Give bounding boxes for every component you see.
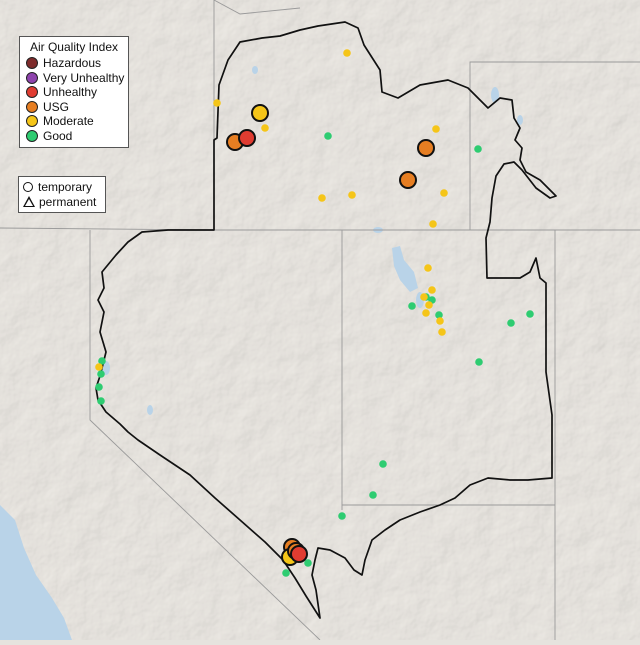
monitor-marker[interactable] — [475, 358, 483, 366]
moderate-swatch — [26, 115, 38, 128]
legend-item-label: Good — [43, 128, 73, 143]
lakes — [102, 66, 523, 415]
legend-item-permanent: permanent — [23, 195, 101, 210]
legend-item-label: USG — [43, 99, 70, 114]
hazardous-swatch — [26, 57, 38, 70]
border-wy — [469, 61, 640, 230]
region-outline — [95, 21, 557, 619]
markers-good — [95, 132, 534, 577]
usg-swatch — [26, 100, 38, 113]
monitor-marker[interactable] — [507, 319, 515, 327]
jackson-lake — [517, 115, 523, 125]
legend-item-unhealthy: Unhealthy — [26, 85, 122, 100]
monitor-marker[interactable] — [526, 310, 534, 318]
monitor-marker[interactable] — [282, 569, 290, 577]
monitor-marker-usg[interactable] — [417, 139, 435, 157]
monitor-marker[interactable] — [369, 491, 377, 499]
monitor-marker[interactable] — [318, 194, 326, 202]
lake-small-3 — [147, 405, 153, 415]
tahoe-lake — [102, 361, 110, 375]
lake-small-1 — [252, 66, 258, 74]
monitor-marker[interactable] — [348, 191, 356, 199]
monitor-marker[interactable] — [436, 317, 444, 325]
legend-item-very-unhealthy: Very Unhealthy — [26, 70, 125, 86]
legend-item-label: Hazardous — [43, 56, 102, 71]
monitor-marker[interactable] — [261, 124, 269, 132]
aqi-markers — [95, 49, 534, 577]
aqi-legend: Air Quality Index Hazardous Very Unhealt… — [19, 36, 129, 148]
border-ca-nv — [89, 230, 321, 641]
monitor-marker[interactable] — [425, 301, 433, 309]
monitor-marker[interactable] — [440, 189, 448, 197]
unhealthy-swatch — [26, 86, 38, 99]
monitor-marker[interactable] — [420, 293, 428, 301]
legend-item-label: Moderate — [43, 114, 94, 129]
monitor-marker-unhealthy[interactable] — [238, 129, 256, 147]
monitor-marker[interactable] — [338, 512, 346, 520]
monitor-marker[interactable] — [428, 286, 436, 294]
monitor-marker-moderate-large[interactable] — [251, 104, 269, 122]
monitor-marker[interactable] — [422, 309, 430, 317]
monitor-marker[interactable] — [432, 125, 440, 133]
monitor-marker[interactable] — [435, 311, 443, 319]
circle-icon — [23, 182, 33, 193]
monitor-marker[interactable] — [304, 559, 312, 567]
legend-item-label: temporary — [38, 180, 93, 195]
monitor-marker[interactable] — [429, 220, 437, 228]
monitor-marker[interactable] — [474, 145, 482, 153]
monitor-marker[interactable] — [343, 49, 351, 57]
legend-item-good: Good — [26, 129, 122, 144]
markers-large — [226, 104, 435, 566]
legend-item-usg: USG — [26, 100, 122, 115]
triangle-icon — [23, 196, 35, 208]
monitor-marker[interactable] — [324, 132, 332, 140]
legend-title: Air Quality Index — [29, 40, 119, 54]
monitor-marker[interactable] — [97, 397, 105, 405]
ocean — [0, 505, 72, 640]
legend-item-label: Very Unhealthy — [43, 70, 125, 85]
good-swatch — [26, 129, 38, 142]
markers-moderate — [95, 49, 448, 371]
monitor-marker[interactable] — [408, 302, 416, 310]
monitor-marker[interactable] — [95, 363, 103, 371]
very-unhealthy-swatch — [26, 71, 38, 84]
monitor-marker[interactable] — [424, 264, 432, 272]
monitor-type-legend: temporary permanent — [18, 176, 106, 213]
monitor-marker-usg[interactable] — [399, 171, 417, 189]
legend-item-moderate: Moderate — [26, 114, 122, 129]
monitor-marker-unhealthy[interactable] — [290, 545, 308, 563]
monitor-marker[interactable] — [95, 383, 103, 391]
monitor-marker[interactable] — [97, 370, 105, 378]
monitor-marker[interactable] — [213, 99, 221, 107]
legend-item-temporary: temporary — [23, 180, 101, 195]
legend-item-label: Unhealthy — [43, 85, 98, 100]
great-salt-lake — [392, 246, 418, 292]
legend-item-label: permanent — [39, 194, 97, 209]
monitor-marker[interactable] — [98, 357, 106, 365]
yellowstone-lake — [491, 87, 499, 103]
monitor-marker[interactable] — [379, 460, 387, 468]
monitor-marker[interactable] — [438, 328, 446, 336]
legend-item-hazardous: Hazardous — [26, 56, 122, 71]
border-mt — [213, 0, 301, 15]
